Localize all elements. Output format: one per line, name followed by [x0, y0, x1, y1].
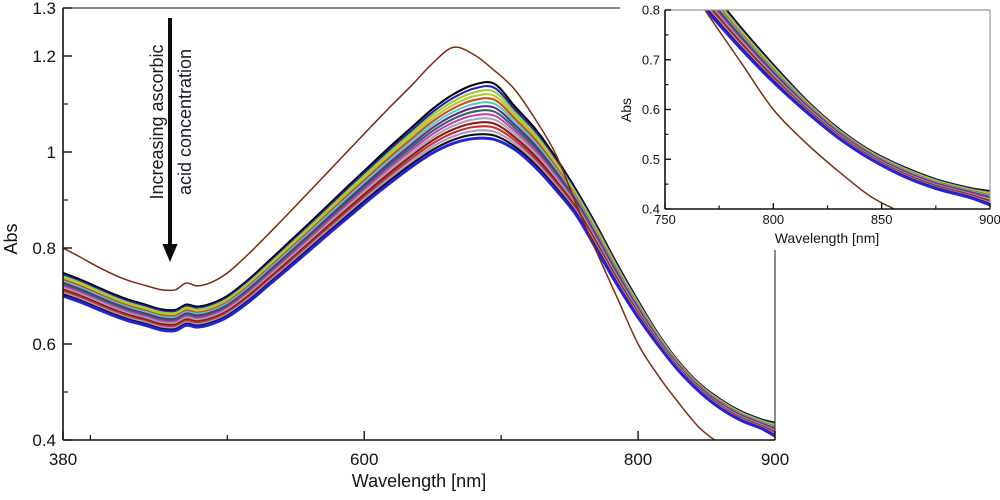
annotation-text-line2: acid concentration — [175, 49, 195, 195]
main-x-axis-title: Wavelength [nm] — [352, 471, 486, 491]
spectrum-curve — [63, 136, 775, 438]
inset-y-axis-title: Abs — [620, 98, 634, 122]
spectrum-curve — [63, 46, 716, 440]
spectrum-curve — [704, 10, 895, 209]
x-tick-label: 600 — [350, 450, 378, 469]
x-tick-label: 900 — [761, 450, 789, 469]
inset-chart: 750 800 850 900 0.4 0.5 0.6 0.7 0.8 Wavelength [… — [620, 0, 1000, 250]
inset-background — [620, 0, 1000, 250]
y-tick-label: 0.7 — [642, 52, 660, 67]
y-tick-label: 0.4 — [32, 431, 56, 450]
y-tick-label: 1.2 — [32, 47, 56, 66]
y-tick-label: 0.4 — [642, 202, 660, 217]
inset-curves-group — [704, 10, 990, 209]
x-tick-label: 800 — [762, 212, 784, 227]
x-tick-label: 380 — [49, 450, 77, 469]
inset-x-axis-title: Wavelength [nm] — [775, 230, 880, 246]
y-tick-label: 0.8 — [642, 3, 660, 18]
annotation-arrowhead-down-icon — [162, 244, 178, 262]
x-tick-label: 750 — [654, 212, 676, 227]
spectrum-curve — [704, 10, 990, 207]
main-curves-group — [63, 46, 775, 440]
x-tick-label: 800 — [624, 450, 652, 469]
concentration-annotation: Increasing ascorbic acid concentration — [147, 18, 195, 262]
y-tick-label: 1.3 — [32, 0, 56, 18]
y-tick-label: 0.6 — [32, 335, 56, 354]
y-tick-label: 0.6 — [642, 102, 660, 117]
inset-axes-group: 750 800 850 900 0.4 0.5 0.6 0.7 0.8 — [642, 3, 1000, 228]
main-y-axis-title: Abs — [1, 223, 21, 254]
y-tick-label: 1 — [47, 143, 56, 162]
x-tick-label: 850 — [871, 212, 893, 227]
x-tick-label: 900 — [979, 212, 1000, 227]
y-tick-label: 0.5 — [642, 152, 660, 167]
y-tick-label: 0.8 — [32, 239, 56, 258]
annotation-text-line1: Increasing ascorbic — [147, 44, 167, 199]
